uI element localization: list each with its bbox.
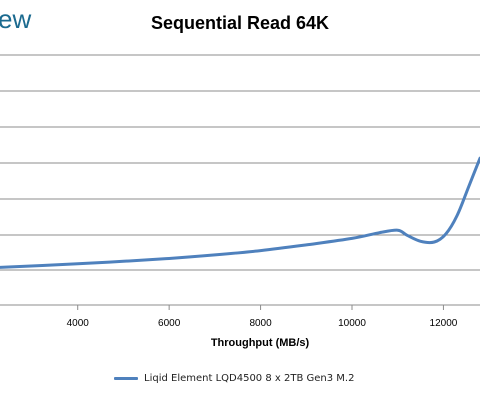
x-tick-label-8000: 8000 <box>249 318 272 329</box>
x-axis-label: Throughput (MB/s) <box>210 337 310 349</box>
legend-label: Liqid Element LQD4500 8 x 2TB Gen3 M.2 <box>144 373 355 384</box>
x-tick-label-6000: 6000 <box>158 318 181 329</box>
x-tick-label-4000: 4000 <box>67 318 90 329</box>
legend-line-swatch <box>114 377 138 380</box>
legend: Liqid Element LQD4500 8 x 2TB Gen3 M.2 <box>114 373 354 384</box>
chart-title: Sequential Read 64K <box>150 13 330 33</box>
series-line-0 <box>0 156 480 269</box>
brand-logo-fragment: ew <box>0 4 32 34</box>
x-tick-label-10000: 10000 <box>338 318 366 329</box>
x-tick-label-12000: 12000 <box>430 318 458 329</box>
